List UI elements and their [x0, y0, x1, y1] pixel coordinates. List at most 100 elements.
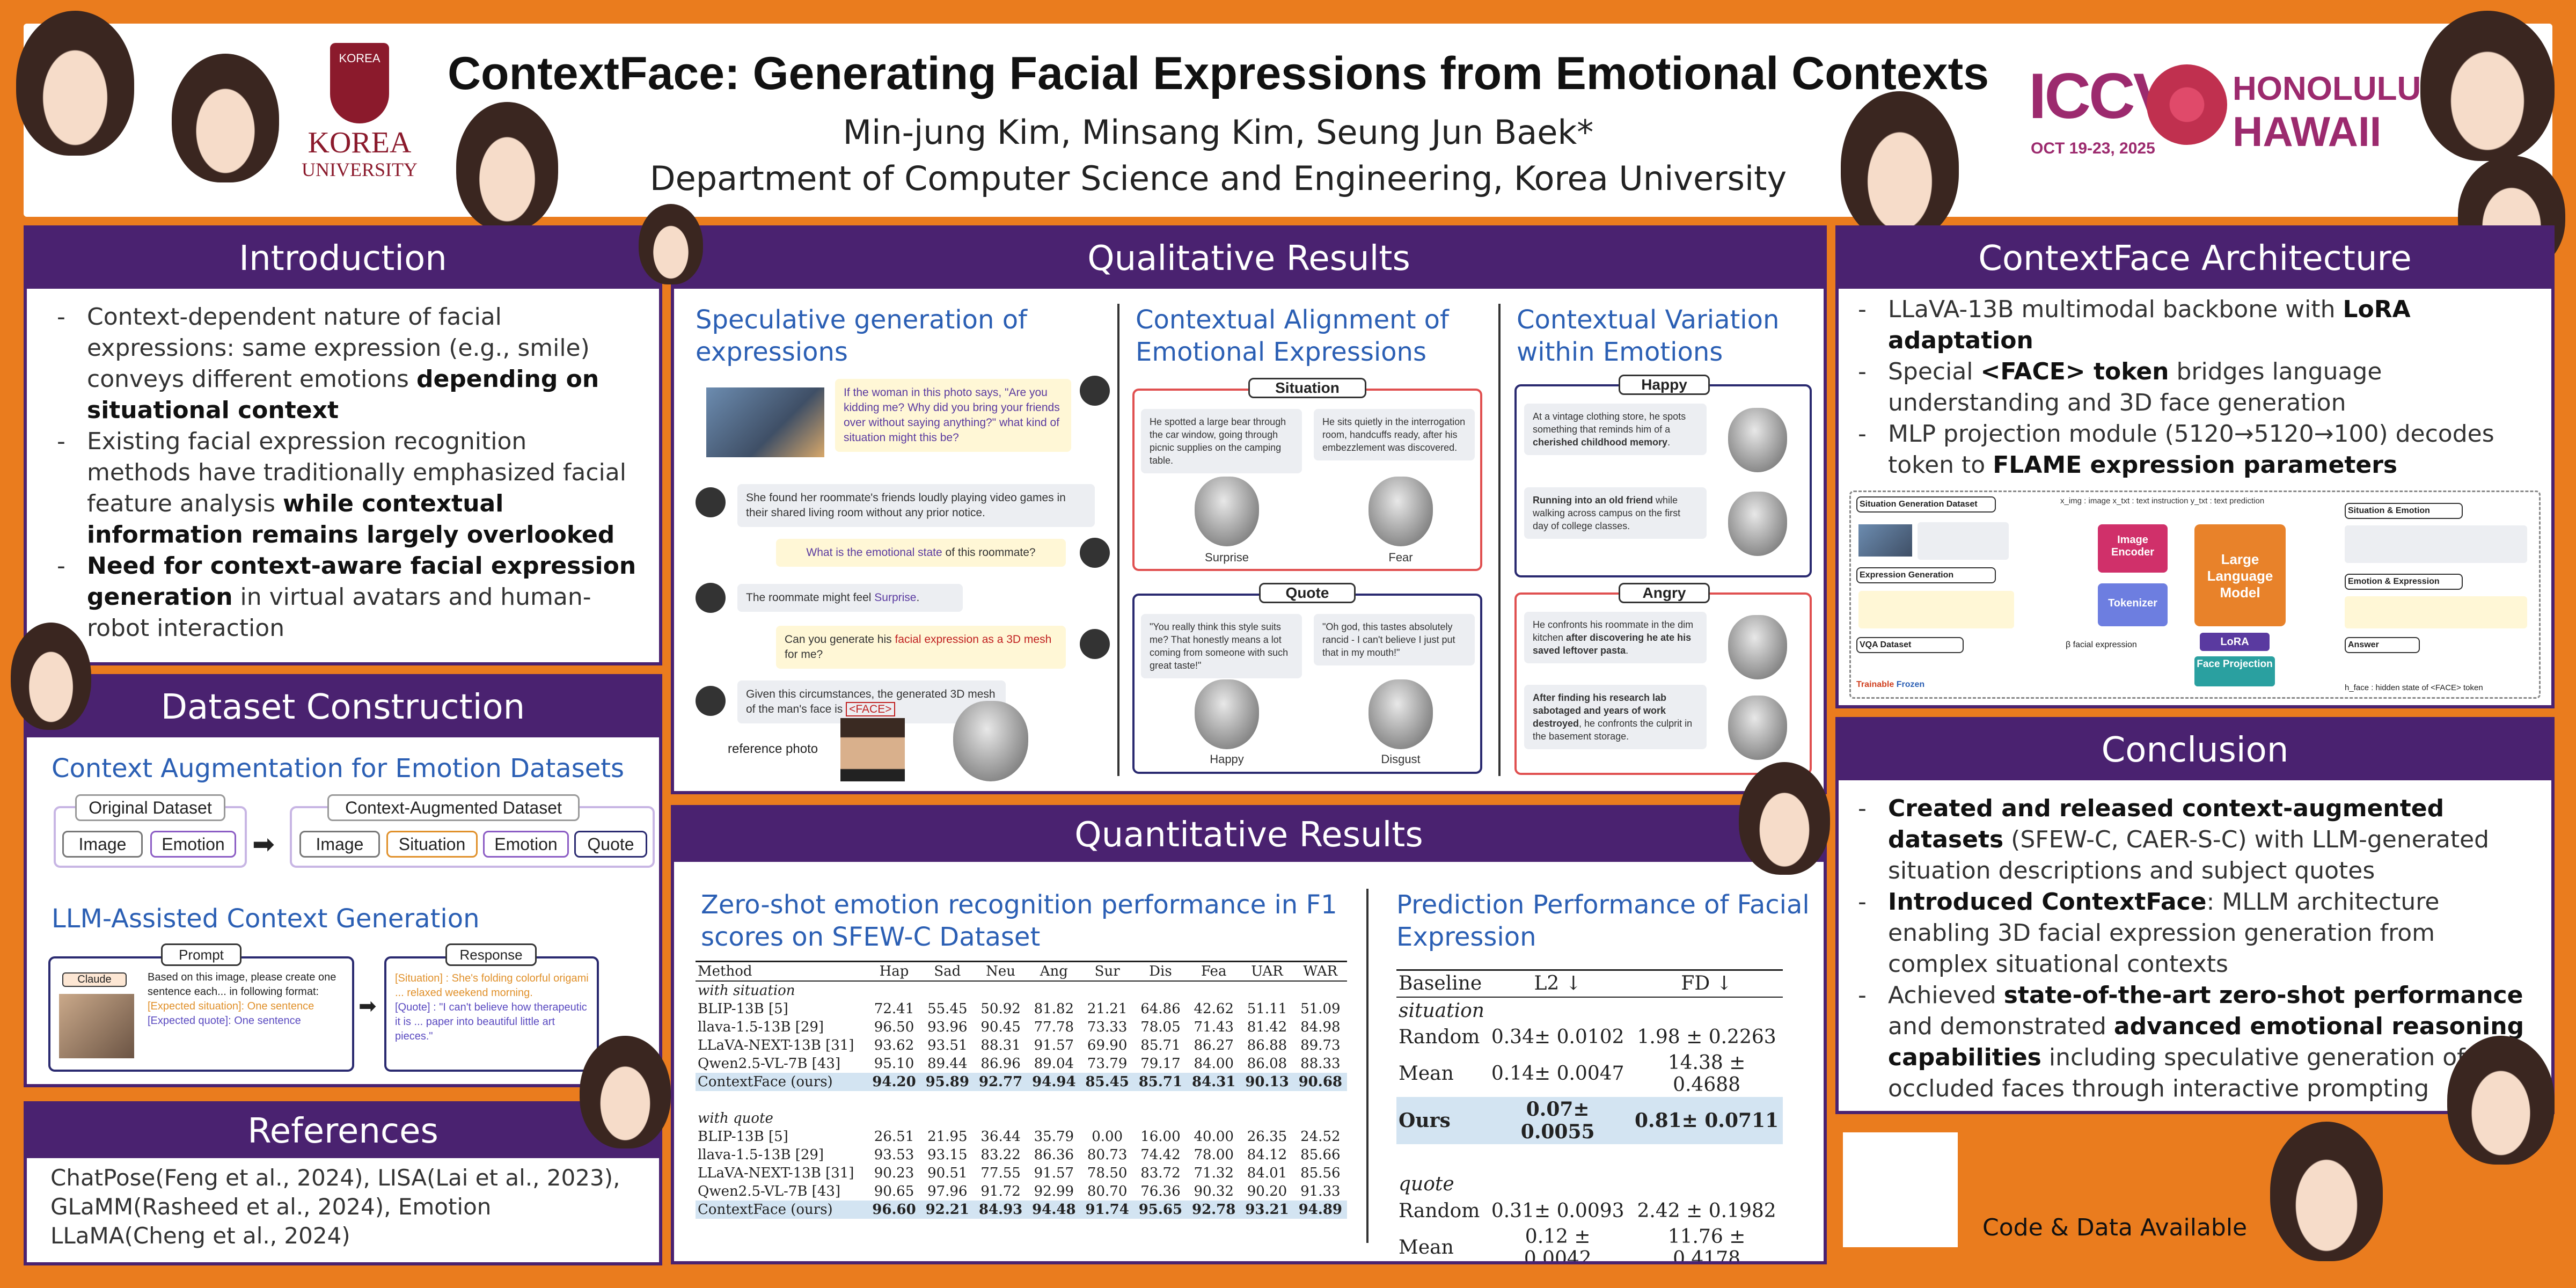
response-line2: [Quote] : "I can't believe how therapeut… [395, 1001, 587, 1042]
table-cell: BLIP-13B [5] [698, 1001, 788, 1017]
table-cell: ContextFace (ours) [696, 1073, 868, 1091]
table-cell: 42.62 [1194, 1001, 1234, 1017]
table-cell: 55.45 [927, 1001, 968, 1017]
prompt-line1: Based on this image, please create one s… [148, 971, 336, 998]
table-cell: 14.38 ± 0.4688 [1667, 1051, 1746, 1096]
table-cell: LLaVA-NEXT-13B [31] [698, 1165, 854, 1181]
authors: Min-jung Kim, Minsang Kim, Seung Jun Bae… [843, 113, 1594, 152]
architecture-title: ContextFace Architecture [1839, 229, 2551, 289]
table-cell: 21.95 [927, 1129, 968, 1145]
iccv-city2: HAWAII [2233, 108, 2382, 155]
table-cell: 84.31 [1187, 1073, 1241, 1091]
introduction-list: Context-dependent nature of facial expre… [27, 289, 659, 644]
table-cell: 95.10 [874, 1056, 914, 1072]
table-cell: 77.55 [980, 1165, 1021, 1181]
table-cell: 78.50 [1087, 1165, 1128, 1181]
conclusion-item: Created and released context-augmented d… [1849, 793, 2535, 887]
frozen-legend: Frozen [1896, 680, 1925, 689]
table-cell: 93.53 [874, 1147, 914, 1163]
table-cell: LLaVA-NEXT-13B [31] [698, 1037, 854, 1053]
table-cell: 85.71 [1133, 1073, 1188, 1091]
quant-sub1: Zero-shot emotion recognition performanc… [701, 890, 1337, 952]
table-cell: 0.14± 0.0047 [1491, 1063, 1624, 1085]
friends-photo [706, 387, 824, 457]
table-cell: 64.86 [1140, 1001, 1181, 1017]
table-cell: BLIP-13B [5] [698, 1129, 788, 1145]
architecture-diagram: Situation Generation Dataset Expression … [1849, 491, 2541, 699]
table-cell: 26.35 [1247, 1129, 1287, 1145]
references-title: References [27, 1104, 659, 1158]
bot-icon [696, 487, 726, 517]
avatar-decoration [16, 11, 134, 156]
table-row: LLaVA-NEXT-13B [31] 90.23 90.51 77.55 91.57 7… [696, 1164, 1347, 1182]
table-cell: 90.45 [980, 1019, 1021, 1035]
table-cell: ContextFace (ours) [696, 1201, 868, 1219]
happy-text-2: Running into an old friend while walking… [1524, 487, 1707, 539]
table-cell: 93.62 [874, 1037, 914, 1053]
generated-mesh [953, 701, 1028, 781]
prompt-line3: [Expected quote]: One sentence [148, 1015, 301, 1027]
table-cell: 83.22 [980, 1147, 1021, 1163]
table-cell: 0.81± 0.0711 [1630, 1096, 1783, 1144]
table-cell: 78.00 [1194, 1147, 1234, 1163]
diagram-legend-box: Trainable Frozen [1856, 680, 1990, 690]
table-cell: 92.21 [920, 1201, 974, 1219]
table-cell: 95.65 [1133, 1201, 1188, 1219]
chat-user-1: If the woman in this photo says, "Are yo… [835, 379, 1071, 452]
table-cell: 94.20 [867, 1073, 921, 1091]
table-group-label: quote [1399, 1173, 1454, 1195]
table-cell: 89.44 [927, 1056, 968, 1072]
conclusion-list: Created and released context-augmented d… [1839, 780, 2551, 1104]
disgust-mesh [1368, 679, 1433, 749]
emotion-recognition-table: Method Hap Sad Neu Ang Sur Dis Fea UAR WAR with s… [696, 961, 1347, 1219]
table-row: Mean 0.14± 0.0047 14.38 ± 0.4688 [1396, 1051, 1783, 1097]
table-group-label: situation [1399, 999, 1484, 1022]
table-group-label: with situation [698, 983, 795, 999]
arch-item: MLP projection module (5120→5120→100) de… [1849, 419, 2535, 481]
table-body-situation: BLIP-13B [5] 72.41 55.45 50.92 81.82 21.21 64.… [696, 1000, 1347, 1091]
table-group-row: situation [1396, 997, 1783, 1024]
diagram-thumb [1858, 524, 1912, 557]
qr-code[interactable] [1843, 1132, 1958, 1247]
table-row: Qwen2.5-VL-7B [43] 90.65 97.96 91.72 92.99 80… [696, 1182, 1347, 1201]
image-tag: Image [62, 831, 143, 858]
quantitative-panel: Quantitative Results Zero-shot emotion r… [671, 805, 1827, 1264]
table-cell: Qwen2.5-VL-7B [43] [698, 1056, 841, 1072]
prompt-label: Prompt [161, 943, 241, 966]
table-cell: 72.41 [874, 1001, 914, 1017]
happy-mesh [1195, 679, 1259, 749]
situation-text-2: He sits quietly in the interrogation roo… [1314, 409, 1475, 460]
table-cell: 94.48 [1027, 1201, 1081, 1219]
table-cell: 0.00 [1092, 1129, 1123, 1145]
quote-tag: Quote [574, 831, 647, 858]
avatar-decoration [580, 1036, 671, 1148]
table-cell: 85.45 [1080, 1073, 1134, 1091]
conclusion-item: Introduced ContextFace: MLLM architectur… [1849, 887, 2535, 980]
code-data-label[interactable]: Code & Data Available [1982, 1214, 2248, 1241]
table-cell: 24.52 [1300, 1129, 1341, 1145]
table-cell: 93.96 [927, 1019, 968, 1035]
table-cell: 51.09 [1300, 1001, 1341, 1017]
table-header-cell: Baseline [1399, 972, 1482, 995]
intro-item: Need for context-aware facial expression… [48, 551, 638, 644]
table-row: BLIP-13B [5] 26.51 21.95 36.44 35.79 0.00 16.0… [696, 1128, 1347, 1146]
llm-block: Large Language Model [2194, 524, 2286, 626]
avatar-decoration [2270, 1122, 2383, 1261]
table-header-cell: Sad [934, 963, 961, 979]
bot-icon [696, 686, 726, 716]
conclusion-title: Conclusion [1839, 720, 2551, 780]
table-row: Random 0.31± 0.0093 2.42 ± 0.1982 [1396, 1198, 1783, 1225]
arrow-icon: ➡ [358, 994, 377, 1018]
chat-bot-1: She found her roommate's friends loudly … [737, 484, 1095, 527]
table-cell: 92.77 [974, 1073, 1028, 1091]
table-cell: 94.89 [1293, 1201, 1347, 1219]
intro-item: Existing facial expression recognition m… [48, 426, 638, 551]
avatar-decoration [639, 204, 703, 284]
table-cell: 79.17 [1140, 1056, 1181, 1072]
prediction-table: Baseline L2 ↓ FD ↓ situation Random 0.34± 0… [1396, 969, 1783, 1261]
diagram-text-2 [1858, 591, 2014, 628]
table-cell: 90.32 [1194, 1183, 1234, 1199]
table-header-cell: Method [698, 963, 752, 979]
diagram-answer: Answer [2345, 637, 2420, 653]
table-cell: 91.57 [1034, 1165, 1074, 1181]
